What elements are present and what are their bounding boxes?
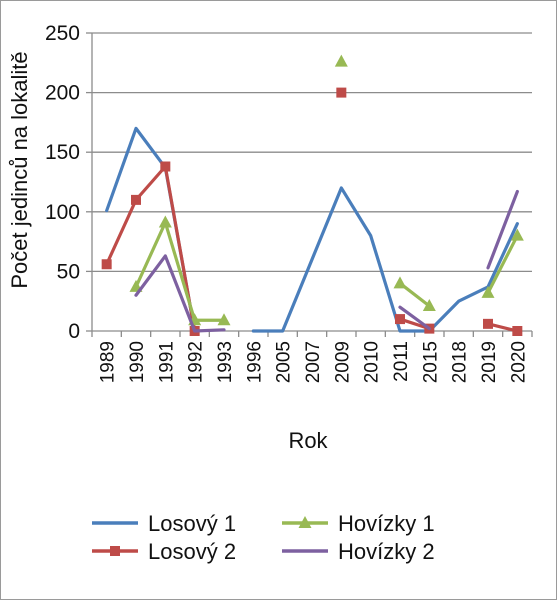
x-tick-label: 2007 xyxy=(303,341,324,383)
legend-marker xyxy=(110,546,120,556)
y-tick-label: 50 xyxy=(57,260,80,283)
data-point xyxy=(395,314,405,325)
legend-label: Hovízky 2 xyxy=(338,539,435,564)
series-layer xyxy=(101,54,524,336)
y-tick-label: 100 xyxy=(45,201,80,224)
x-tick-label: 1996 xyxy=(244,341,265,383)
series-line xyxy=(134,220,226,322)
legend: Losový 1 Losový 2 Hovízky 1 Hovízky 2 xyxy=(92,511,435,564)
x-tick-label: 1989 xyxy=(98,341,119,383)
y-axis-title: Počet jedinců na lokalitě xyxy=(7,51,32,288)
data-point xyxy=(512,326,523,336)
data-point xyxy=(217,313,231,326)
data-point xyxy=(158,215,172,228)
x-tick-label: 2005 xyxy=(274,341,295,383)
y-tick-label: 0 xyxy=(68,320,80,343)
x-axis-title: Rok xyxy=(288,428,328,453)
series-line xyxy=(486,189,519,270)
y-axis-ticks: 0 50 100 150 200 250 xyxy=(45,22,92,343)
series-line xyxy=(398,305,431,331)
x-tick-label: 1993 xyxy=(215,341,236,383)
legend-marker xyxy=(298,516,312,528)
data-point xyxy=(131,194,141,205)
legend-label: Losový 2 xyxy=(148,539,236,564)
x-tick-label: 1990 xyxy=(127,341,148,383)
data-point xyxy=(510,228,524,241)
x-tick-label: 2009 xyxy=(332,341,353,383)
series-3 xyxy=(129,54,524,326)
legend-item: Losový 1 xyxy=(92,511,236,536)
x-axis-ticks: 1989 1990 1991 1992 1993 1996 2005 2007 2009 2010… xyxy=(91,331,533,383)
data-point xyxy=(393,276,407,289)
data-point xyxy=(483,318,493,329)
data-point xyxy=(481,285,495,298)
x-tick-label: 1992 xyxy=(186,341,207,383)
x-tick-label: 2018 xyxy=(450,341,471,383)
x-tick-label: 1991 xyxy=(156,341,177,383)
data-point xyxy=(334,54,348,67)
x-tick-label: 2020 xyxy=(508,341,529,383)
gridlines xyxy=(91,32,532,332)
y-tick-label: 250 xyxy=(45,22,80,45)
y-tick-label: 150 xyxy=(45,141,80,164)
data-point xyxy=(101,259,112,270)
x-tick-label: 2015 xyxy=(420,341,441,383)
data-point xyxy=(160,161,171,172)
series-line xyxy=(486,234,519,295)
series-line xyxy=(134,254,226,333)
series-line xyxy=(251,186,519,333)
x-tick-label: 2019 xyxy=(479,341,500,383)
legend-item: Losový 2 xyxy=(92,539,236,564)
legend-item: Hovízky 1 xyxy=(282,511,435,536)
x-tick-label: 2011 xyxy=(391,341,412,382)
data-point xyxy=(336,87,347,98)
data-point xyxy=(422,298,436,311)
legend-label: Hovízky 1 xyxy=(338,511,435,536)
series-line xyxy=(105,164,197,333)
series-4 xyxy=(134,189,519,333)
y-tick-label: 200 xyxy=(45,82,80,105)
legend-label: Losový 1 xyxy=(148,511,236,536)
x-tick-label: 2010 xyxy=(362,341,383,383)
legend-item: Hovízky 2 xyxy=(282,539,435,564)
